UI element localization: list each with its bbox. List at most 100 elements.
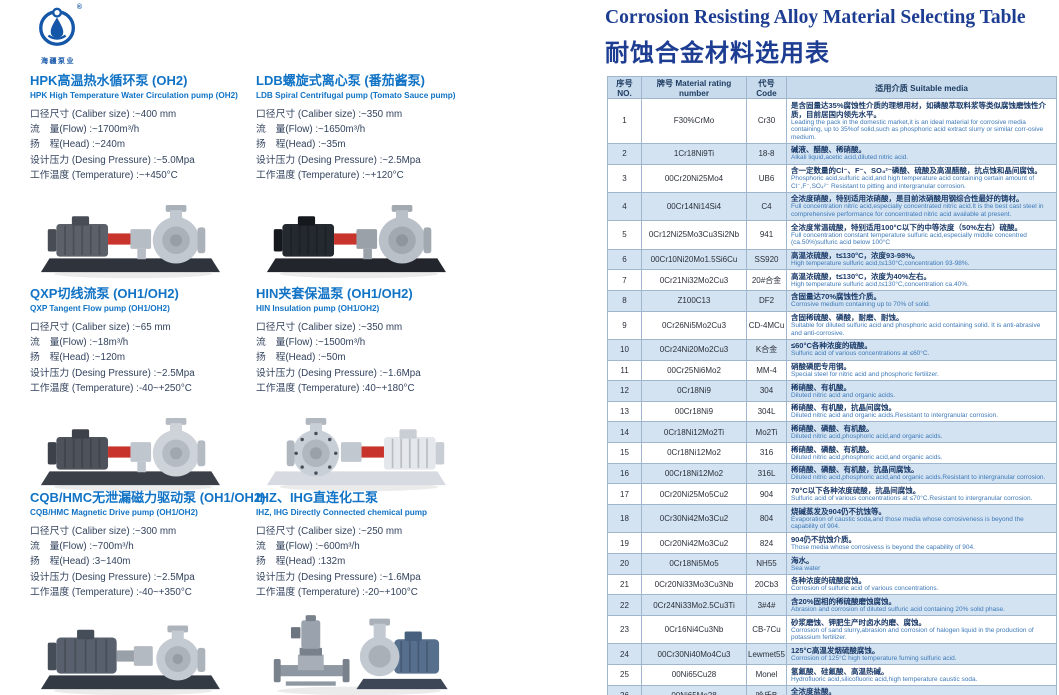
cell-no: 16 [607,462,642,485]
pump-subtitle: HIN Insulation pump (OH1/OH2) [256,304,380,313]
cell-no: 1 [607,98,642,144]
pump-spec-line: 设计压力 (Desing Pressure) :~2.5Mpa [256,154,421,166]
cell-no: 18 [607,504,642,534]
cell-media: 全浓度硝酸，特别适用浓硝酸，是目前浓硝酸用钢综合性最好的铸材。 Full con… [786,191,1057,222]
cell-no: 19 [607,532,642,555]
media-english: Diluted nitric acid,phosphoric acid,and … [791,474,1046,482]
cell-media: 是含固量达35%腐蚀性介质的理想用材，如磷酸萃取料浆等类似腐蚀磨蚀性介质，目前居… [786,98,1057,144]
cell-media: 70°C以下各种浓度硫酸，抗晶间腐蚀。 Sulfuric acid of var… [786,483,1057,506]
table-header-row: 序号 NO. 牌号 Material rating number 代号 Code… [607,76,1057,99]
pump-title: CQB/HMC无泄漏磁力驱动泵 (OH1/OH2) [30,490,266,505]
cell-media: 烧碱蒸发及904仍不抗蚀等。 Evaporation of caustic so… [786,504,1057,534]
media-english: Diluted nitric acid,phosphoric acid,and … [791,453,943,461]
cell-no: 23 [607,615,642,645]
media-english: High temperature sulfuric acid,t≤130°C,c… [791,260,970,268]
cell-media: 稀硝酸、有机酸。 Diluted nitric acid and organic… [786,380,1057,402]
pump-block-cqb: CQB/HMC无泄漏磁力驱动泵 (OH1/OH2) CQB/HMC Magnet… [30,487,266,695]
cell-no: 13 [607,400,642,423]
media-english: Those media whose corrosivess is beyond … [791,543,975,551]
cell-media: 各种浓度的硫酸腐蚀。 Corrosion of sulfuric acid of… [786,573,1057,596]
header-code: 代号 Code [746,76,787,99]
pump-spec-line: 口径尺寸 (Caliber size) :~250 mm [256,526,403,537]
pump-spec-line: 流 量(Flow) :~1700m³/h [30,124,140,136]
cell-code: 941 [746,220,787,250]
media-chinese: 烧碱蒸发及904仍不抗蚀等。 [791,506,887,516]
pump-block-ihz: IHZ、IHG直连化工泵 IHZ, IHG Directly Connected… [256,487,530,695]
cell-code: C4 [746,191,787,222]
media-english: Sulfuric acid of various concentrations … [791,494,1033,502]
pump-photo-area [30,188,235,284]
cell-media: 海水。 Sea water [786,553,1057,575]
monoblock-pump [355,618,448,690]
pump-spec-line: 流 量(Flow) :~1650m³/h [256,124,366,136]
cell-code: 20#合金 [746,269,787,291]
pump-spec-line: 工作温度 (Temperature) :40~+180°C [256,382,415,394]
cell-code: 20Cb3 [746,573,787,596]
cell-media: 含一定数量的Cl⁻、F⁻、SO₄²⁻磷酸、硫酸及高温醋酸，抗点蚀和晶间腐蚀。 P… [786,163,1057,193]
cell-media: 硝酸磷肥专用钢。 Special steel for nitric acid a… [786,359,1057,382]
brand-logo: ® 海疆泵业 [28,4,88,66]
cell-material: 0Cr20Ni42Mo3Cu2 [641,532,747,555]
media-english: Corrosion of sand slurry,abrasion and co… [791,626,1034,642]
pump-spec-line: 工作温度 (Temperature) :-40~+350°C [30,586,192,598]
cell-code: 804 [746,504,787,534]
cell-no: 9 [607,310,642,340]
brand-name: 海疆泵业 [41,58,75,65]
table-row: 16 00Cr18Ni12Mo2 316L 稀硝酸、磷酸、有机酸，抗晶间腐蚀。 … [607,462,1057,485]
media-english: Diluted nitric acid and organic acids.Re… [791,412,999,420]
cell-media: 稀硝酸、有机酸，抗晶间腐蚀。 Diluted nitric acid and o… [786,400,1057,423]
media-chinese: 70°C以下各种浓度硫酸，抗晶间腐蚀。 [791,485,921,495]
pump-spec-line: 口径尺寸 (Caliber size) :~350 mm [256,109,403,120]
table-row: 7 0Cr21Ni32Mo2Cu3 20#合金 高温浓硫酸，t≤130°C，浓度… [607,269,1057,291]
cell-media: 含固量达70%腐蚀性介质。 Corrosive medium containin… [786,289,1057,312]
cell-code: SS920 [746,248,787,271]
table-row: 24 00Cr30Ni40Mo4Cu3 Lewmet55 125°C高温发烟硫酸… [607,643,1057,665]
cell-code: CB-7Cu [746,615,787,645]
cell-no: 24 [607,643,642,665]
pump-title: HPK高温热水循环泵 (OH2) [30,73,188,88]
pump-block-ldb: LDB螺旋式离心泵 (番茄酱泵) LDB Spiral Centrifugal … [256,70,530,284]
media-chinese: 含固量达70%腐蚀性介质。 [791,292,882,302]
cell-code: Mo2Ti [746,421,787,444]
logo-icon [39,7,76,46]
pump-spec-line: 工作温度 (Temperature) :~+120°C [256,169,404,181]
pump-block-qxp: QXP切线流泵 (OH1/OH2) QXP Tangent Flow pump … [30,283,256,497]
cell-material: 0Cr21Ni32Mo2Cu3 [641,269,747,291]
pump-image-icon [40,205,220,279]
cell-code: NH55 [746,553,787,575]
cell-material: 0Cr16Ni4Cu3Nb [641,615,747,645]
table-row: 15 0Cr18Ni12Mo2 316 稀硝酸、磷酸、有机酸。 Diluted … [607,442,1057,464]
cell-no: 8 [607,289,642,312]
table-row: 21 0Cr20Ni33Mo3Cu3Nb 20Cb3 各种浓度的硫酸腐蚀。 Co… [607,573,1057,596]
table-row: 12 0Cr18Ni9 304 稀硝酸、有机酸。 Diluted nitric … [607,380,1057,402]
header-media: 适用介质 Suitable media [786,76,1057,99]
pump-spec-line: 扬 程(Head) :~50m [256,352,346,364]
cell-no: 3 [607,163,642,193]
media-chinese: 125°C高温发烟硫酸腐蚀。 [791,645,880,655]
media-chinese: 海水。 [791,555,814,565]
pump-spec-line: 设计压力 (Desing Pressure) :~5.0Mpa [30,154,195,166]
pump-spec-line: 口径尺寸 (Caliber size) :~350 mm [256,322,403,333]
cell-no: 7 [607,269,642,291]
pump-spec-line: 口径尺寸 (Caliber size) :~65 mm [30,322,171,333]
media-chinese: ≤60°C各种浓度的硫酸。 [791,341,872,351]
pump-spec-line: 工作温度 (Temperature) :~+450°C [30,169,178,181]
cell-material: 0Cr26Ni5Mo2Cu3 [641,310,747,340]
cell-media: 稀硝酸、磷酸、有机酸。 Diluted nitric acid,phosphor… [786,421,1057,444]
pump-photo-area [256,188,461,284]
pump-spec-line: 流 量(Flow) :~1500m³/h [256,337,366,349]
media-english: Special steel for nitric acid and phosph… [791,371,939,378]
media-english: Hydrofluoric acid,silicofluoric acid,hig… [791,675,978,683]
table-row: 23 0Cr16Ni4Cu3Nb CB-7Cu 砂浆磨蚀、钾肥生产时卤水的磨、腐… [607,615,1057,645]
media-english: Abrasion and corrosion of diluted sulfur… [791,605,1005,613]
pump-spec-line: 口径尺寸 (Caliber size) :~300 mm [30,526,177,537]
table-row: 6 00Cr10Ni20Mo1.5Si6Cu SS920 高温浓硫酸，t≤130… [607,248,1057,271]
cell-code: 18-8 [746,142,787,165]
media-chinese: 高温浓硫酸，t≤130°C，浓度为40%左右。 [791,271,932,281]
pump-title: IHZ、IHG直连化工泵 [256,490,379,505]
cell-material: Z100C13 [641,289,747,312]
cell-media: 含固稀硫酸、磷酸，耐磨、耐蚀。 Suitable for diluted sul… [786,310,1057,340]
pump-spec-line: 设计压力 (Desing Pressure) :~2.5Mpa [30,367,195,379]
cell-code: 3#4# [746,594,787,617]
